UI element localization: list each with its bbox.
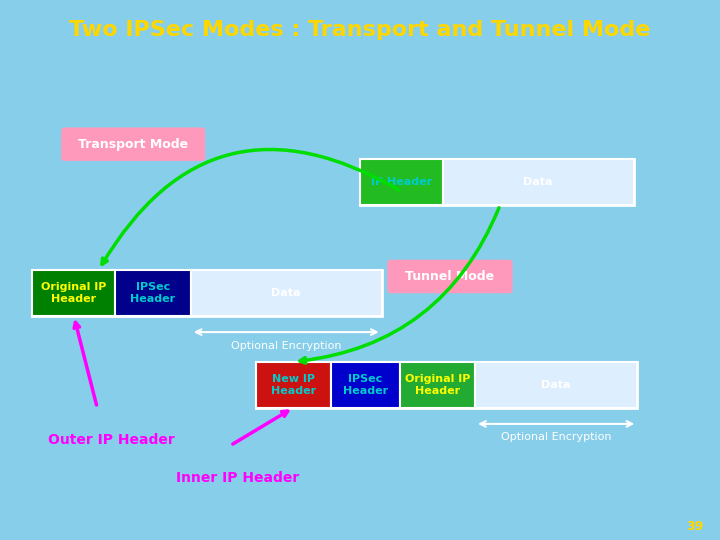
Text: Two IPSec Modes : Transport and Tunnel Mode: Two IPSec Modes : Transport and Tunnel M…: [69, 19, 651, 40]
FancyBboxPatch shape: [32, 270, 382, 316]
Text: 39: 39: [686, 520, 703, 533]
FancyBboxPatch shape: [115, 270, 191, 316]
Text: IPSec
Header: IPSec Header: [343, 374, 388, 395]
FancyBboxPatch shape: [331, 362, 400, 408]
Text: IP Header: IP Header: [371, 177, 432, 187]
Text: Data: Data: [271, 288, 301, 298]
Text: Transport Mode: Transport Mode: [78, 138, 188, 151]
Text: Inner IP Header: Inner IP Header: [176, 471, 300, 485]
Text: Outer IP Header: Outer IP Header: [48, 433, 175, 447]
FancyBboxPatch shape: [256, 362, 331, 408]
Text: Optional Encryption: Optional Encryption: [501, 433, 611, 442]
Text: New IP
Header: New IP Header: [271, 374, 316, 395]
FancyBboxPatch shape: [360, 159, 443, 205]
FancyBboxPatch shape: [256, 362, 637, 408]
FancyBboxPatch shape: [61, 127, 205, 161]
FancyBboxPatch shape: [400, 362, 475, 408]
Text: Original IP
Header: Original IP Header: [405, 374, 470, 395]
Text: Data: Data: [523, 177, 553, 187]
FancyBboxPatch shape: [475, 362, 637, 408]
FancyBboxPatch shape: [360, 159, 634, 205]
Text: IPSec
Header: IPSec Header: [130, 282, 176, 303]
FancyBboxPatch shape: [387, 260, 513, 293]
FancyBboxPatch shape: [443, 159, 634, 205]
FancyBboxPatch shape: [32, 270, 115, 316]
Text: Data: Data: [541, 380, 571, 390]
FancyBboxPatch shape: [191, 270, 382, 316]
Text: Tunnel Mode: Tunnel Mode: [405, 270, 495, 283]
Text: Original IP
Header: Original IP Header: [41, 282, 107, 303]
Text: Optional Encryption: Optional Encryption: [231, 341, 341, 350]
